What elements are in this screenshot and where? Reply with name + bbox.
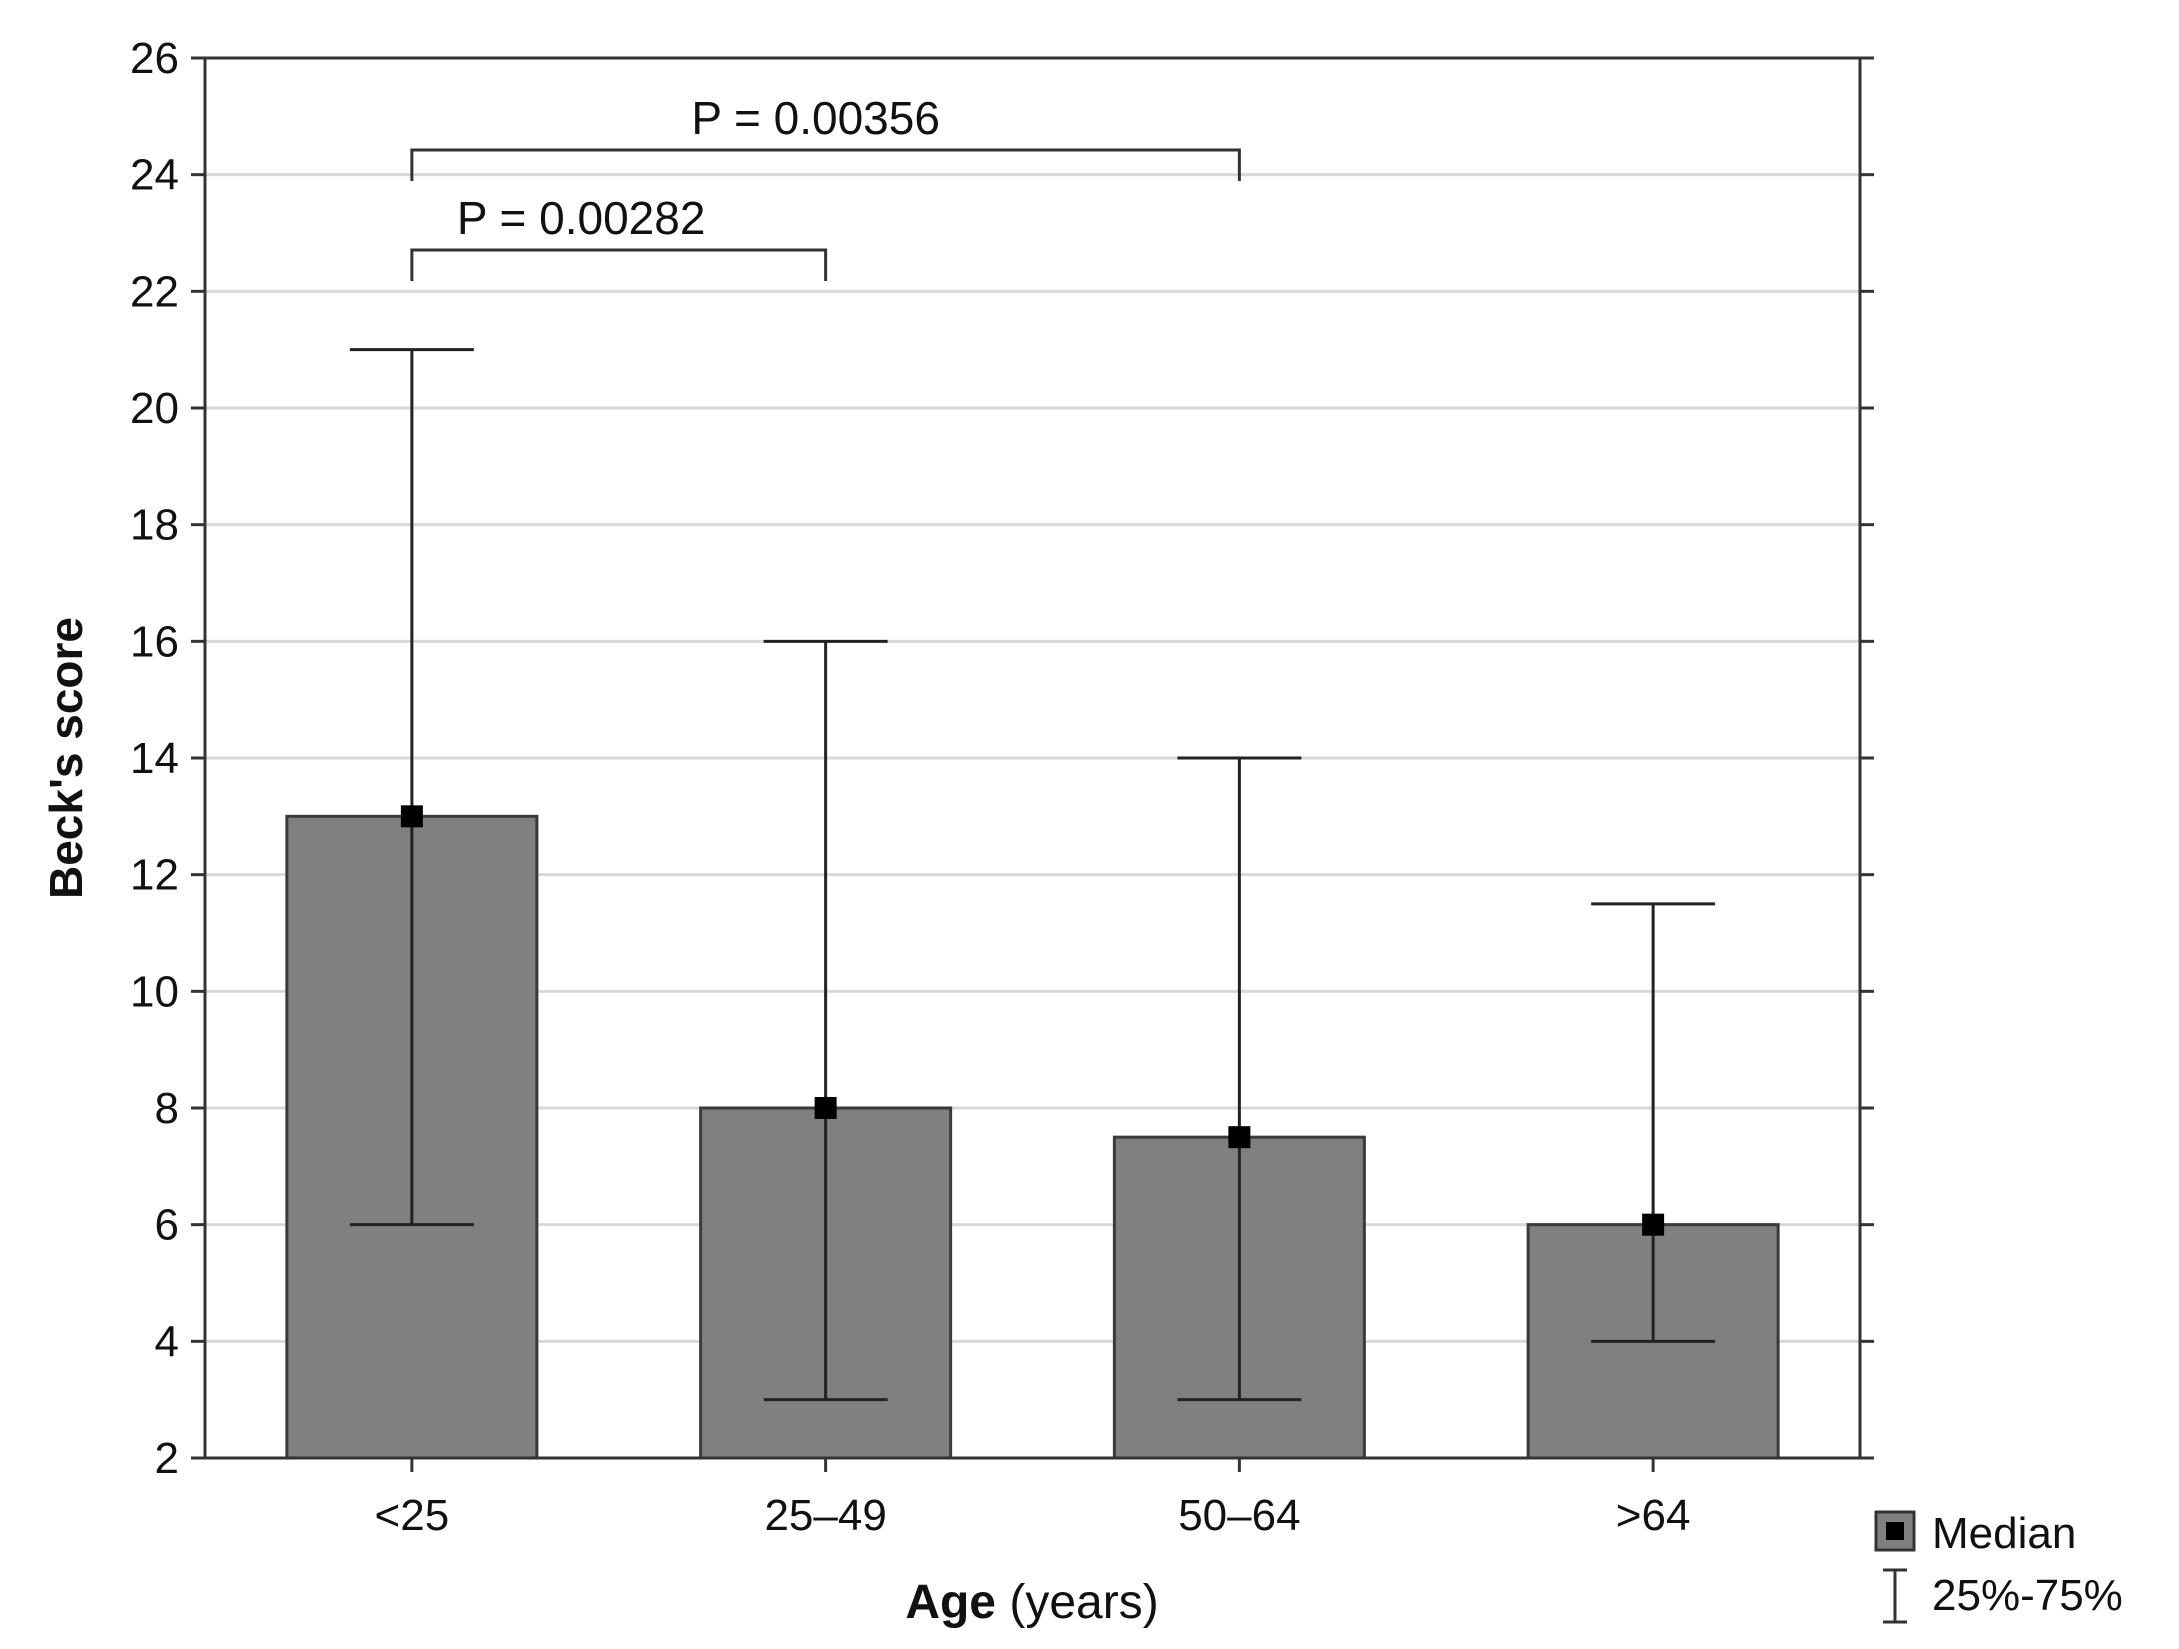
- x-category-label: <25: [375, 1491, 450, 1540]
- p-value-label: P = 0.00282: [457, 192, 706, 244]
- significance-brackets: P = 0.00356 P = 0.00282: [410, 92, 1241, 281]
- y-tick-label: 22: [130, 267, 179, 316]
- x-category-labels: <25 25–49 50–64 >64: [375, 1458, 1691, 1540]
- median-marker: [1228, 1126, 1251, 1149]
- x-category-label: >64: [1616, 1491, 1691, 1540]
- y-tick-label: 4: [155, 1317, 179, 1366]
- y-tick-label: 14: [130, 734, 179, 783]
- legend-median-marker: [1886, 1522, 1904, 1540]
- median-marker: [814, 1097, 837, 1119]
- median-marker: [400, 805, 423, 828]
- bars: [285, 814, 1780, 1460]
- y-axis-label: Beck's score: [40, 617, 92, 899]
- y-tick-label: 24: [130, 151, 179, 200]
- legend-range-label: 25%-75%: [1932, 1571, 2123, 1620]
- legend-range-icon: [1883, 1568, 1907, 1624]
- y-tick-label: 2: [155, 1434, 179, 1483]
- p-value-label: P = 0.00356: [691, 92, 940, 144]
- significance-bracket: [410, 148, 1241, 181]
- y-tick-label: 26: [130, 34, 179, 83]
- x-axis-label-bold: Age: [905, 1576, 996, 1629]
- median-marker: [1642, 1213, 1665, 1236]
- iqr-whiskers: [349, 348, 1716, 1402]
- x-axis-label-units: (years): [996, 1576, 1159, 1629]
- y-tick-label: 6: [155, 1201, 179, 1250]
- x-category-label: 25–49: [764, 1491, 886, 1540]
- y-tick-label: 10: [130, 967, 179, 1016]
- y-tick-label: 18: [130, 501, 179, 550]
- legend-median-label: Median: [1932, 1509, 2076, 1558]
- y-tick-label: 8: [155, 1084, 179, 1133]
- y-tick-label: 12: [130, 851, 179, 900]
- x-category-label: 50–64: [1178, 1491, 1300, 1540]
- significance-bracket: [410, 248, 828, 281]
- y-tick-label: 16: [130, 617, 179, 666]
- x-axis-label: Age (years): [905, 1576, 1158, 1629]
- y-tick-label: 20: [130, 384, 179, 433]
- legend: Median 25%-75%: [1874, 1509, 2123, 1624]
